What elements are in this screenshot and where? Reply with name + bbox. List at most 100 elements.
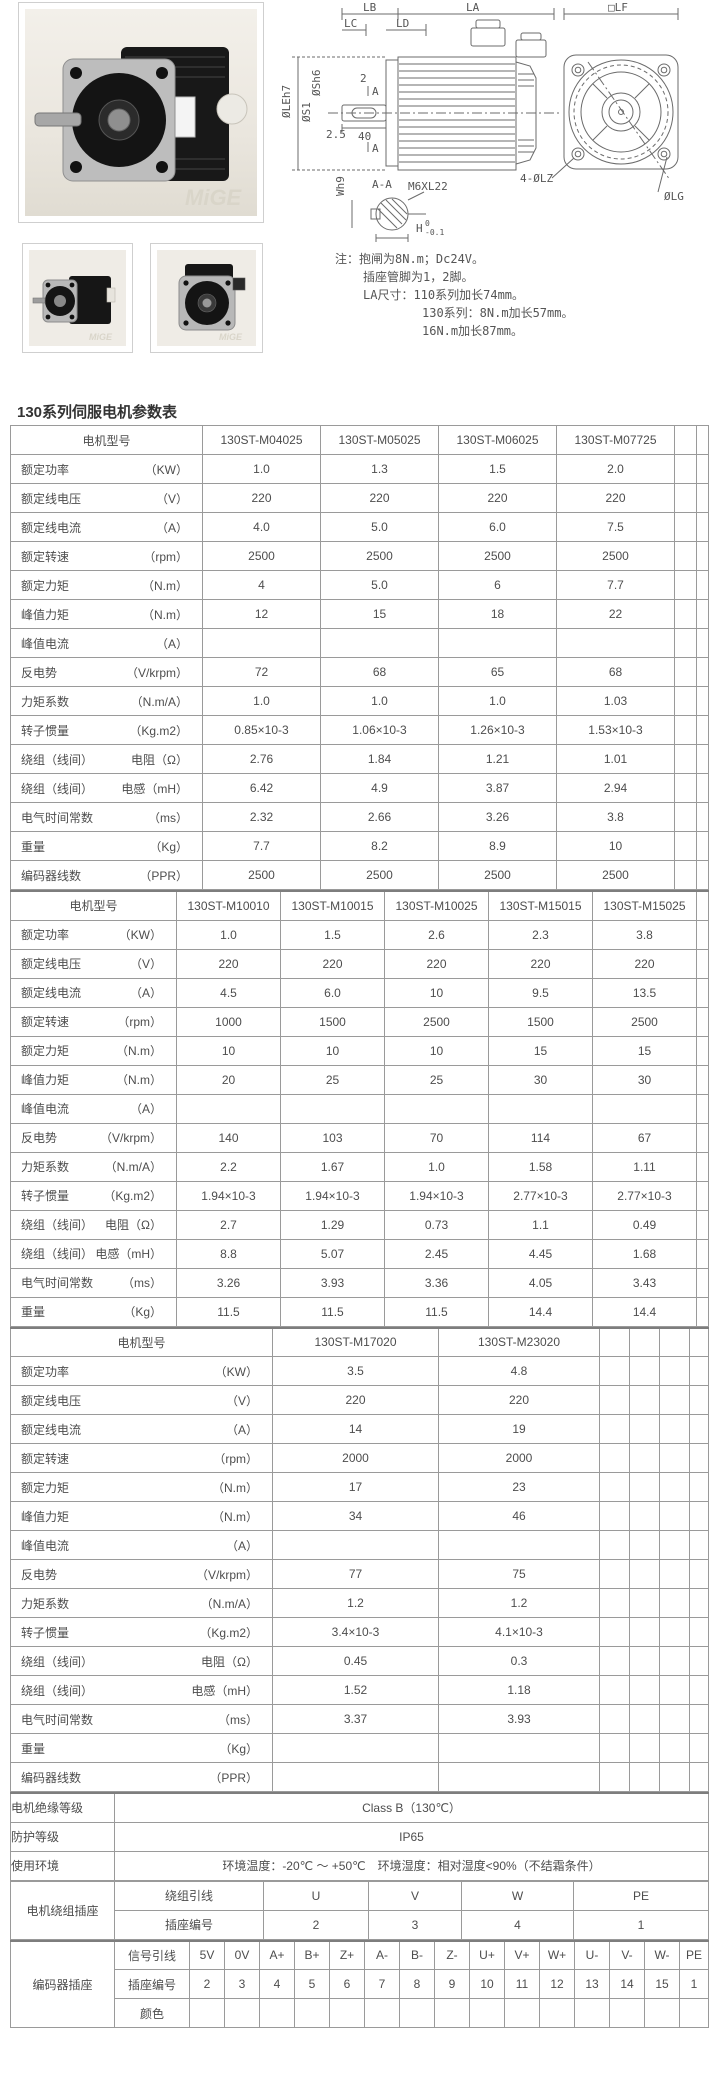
param-value: 6.42 (202, 773, 321, 803)
product-photo-thumb-1[interactable]: MiGE (22, 243, 133, 353)
blank-cell (659, 1588, 690, 1618)
connector-cell: 4 (259, 1969, 295, 1999)
blank-cell (689, 1559, 709, 1589)
connector-row-label: 信号引线 (114, 1940, 190, 1970)
param-unit: （N.m/A） (104, 1160, 162, 1174)
blank-cell (599, 1414, 630, 1444)
param-unit: （rpm） (117, 1015, 162, 1029)
param-value: 23 (438, 1472, 600, 1502)
param-label-cell: 额定功率 （KW） (10, 919, 177, 950)
param-label: 额定线电流 (21, 520, 82, 535)
param-unit: （Kg.m2） (129, 723, 188, 738)
param-value: 0.49 (592, 1209, 697, 1240)
connector-cell: 15 (644, 1969, 680, 1999)
param-unit: （A） (155, 636, 188, 651)
blank-cell (629, 1704, 660, 1734)
param-label: 编码器线数 (21, 1770, 82, 1785)
blank-cell (696, 773, 709, 803)
param-label-cell: 峰值电流 （A） (10, 1093, 177, 1124)
param-unit: （rpm） (213, 1451, 258, 1466)
param-label-cell: 转子惯量 （Kg.m2） (10, 715, 203, 745)
param-value: 14.4 (592, 1296, 697, 1327)
param-value: 1.58 (488, 1151, 593, 1182)
blank-cell (599, 1559, 630, 1589)
param-value: 1.5 (280, 919, 385, 950)
section-mark-A-top: A (372, 85, 379, 98)
dim-LB: LB (363, 1, 377, 14)
param-label-cell: 额定力矩 （N.m） (10, 570, 203, 600)
param-value: 140 (176, 1122, 281, 1153)
param-value: 14 (272, 1414, 439, 1444)
param-unit: （V/krpm） (195, 1567, 258, 1582)
dim-H-tol-bottom: -0.1 (425, 228, 444, 237)
param-value: 5.0 (320, 512, 439, 542)
param-label: 额定功率 (21, 462, 70, 477)
param-value: 1.2 (438, 1588, 600, 1618)
connector-row-label: 绕组引线 (114, 1880, 264, 1911)
param-value: 2.77×10-3 (488, 1180, 593, 1211)
connector-cell (539, 1998, 575, 2028)
param-value: 11.5 (384, 1296, 489, 1327)
param-unit: （A） (225, 1422, 258, 1437)
blank-cell (629, 1588, 660, 1618)
param-label-cell: 重量 （Kg） (10, 831, 203, 861)
param-value: 1.3 (320, 454, 439, 484)
common-row-label: 电机绝缘等级 (10, 1792, 115, 1823)
dim-OLEh7: ØLEh7 (280, 85, 293, 118)
drawing-notes: 注：抱闸为8N.m；Dc24V。 插座管脚为1，2脚。 LA尺寸：110系列加长… (335, 250, 705, 340)
param-value: 1.1 (488, 1209, 593, 1240)
param-label: 额定力矩 (21, 1480, 70, 1495)
note-line: LA尺寸：110系列加长74mm。 (363, 288, 525, 302)
connector-cell: A+ (259, 1940, 295, 1970)
param-unit: （ms） (218, 1712, 258, 1727)
model-name: 130ST-M23020 (438, 1327, 600, 1357)
param-label: 电气时间常数 (21, 1712, 94, 1727)
param-value: 3.36 (384, 1267, 489, 1298)
blank-cell (696, 1180, 709, 1211)
blank-cell (599, 1472, 630, 1502)
spec-table-section-4: 电机绕组插座 绕组引线 U V W PE 插座编号 2 3 4 1 (10, 1880, 709, 1940)
connector-cell: U (263, 1880, 369, 1911)
blank-cell (599, 1675, 630, 1705)
param-value: 19 (438, 1414, 600, 1444)
blank-cell (599, 1588, 630, 1618)
param-value: 220 (438, 1385, 600, 1415)
svg-text:MiGE: MiGE (219, 332, 243, 342)
connector-cell: Z- (434, 1940, 470, 1970)
param-label-cell: 电气时间常数 （ms） (10, 1267, 177, 1298)
model-header-label: 电机型号 (10, 425, 203, 455)
spec-table-section-5: 编码器插座 信号引线 5V 0V A+ B+ Z+ A- B- Z- U+ V+ W+ U- V- W- PE 插… (10, 1939, 709, 2028)
product-photo-thumb-2[interactable]: MiGE (150, 243, 263, 353)
blank-cell (696, 802, 709, 832)
param-value: 1000 (176, 1006, 281, 1037)
blank-cell (674, 454, 697, 484)
blank-cell (696, 1006, 709, 1037)
param-value: 12 (202, 599, 321, 629)
param-label-cell: 绕组（线间） 电感（mH） (10, 1675, 273, 1705)
param-value: 1.01 (556, 744, 675, 774)
blank-cell (696, 1093, 709, 1124)
blank-cell (689, 1530, 709, 1560)
param-value (438, 1762, 600, 1792)
label-A-A: A-A (372, 178, 392, 191)
param-label: 转子惯量 (21, 1625, 70, 1640)
param-value: 2500 (438, 860, 557, 890)
param-unit: 电阻（Ω） (105, 1218, 162, 1232)
blank-cell (629, 1733, 660, 1763)
param-value: 18 (438, 599, 557, 629)
blank-cell (629, 1356, 660, 1386)
param-value: 2500 (556, 541, 675, 571)
common-row-value: 环境温度：-20℃ ～ +50℃ 环境湿度：相对湿度<90%（不结霜条件） (114, 1850, 709, 1881)
connector-group-label: 编码器插座 (10, 1940, 115, 2028)
param-value (384, 1093, 489, 1124)
blank-cell (689, 1472, 709, 1502)
param-label-cell: 额定功率 （KW） (10, 454, 203, 484)
param-label: 额定功率 (21, 928, 70, 942)
connector-cell: 12 (539, 1969, 575, 1999)
blank-cell (689, 1501, 709, 1531)
model-name: 130ST-M06025 (438, 425, 557, 455)
param-label-cell: 额定转速 （rpm） (10, 1443, 273, 1473)
model-name: 130ST-M15025 (592, 890, 697, 921)
note-line: 插座管脚为1，2脚。 (363, 270, 474, 284)
connector-cell (399, 1998, 435, 2028)
